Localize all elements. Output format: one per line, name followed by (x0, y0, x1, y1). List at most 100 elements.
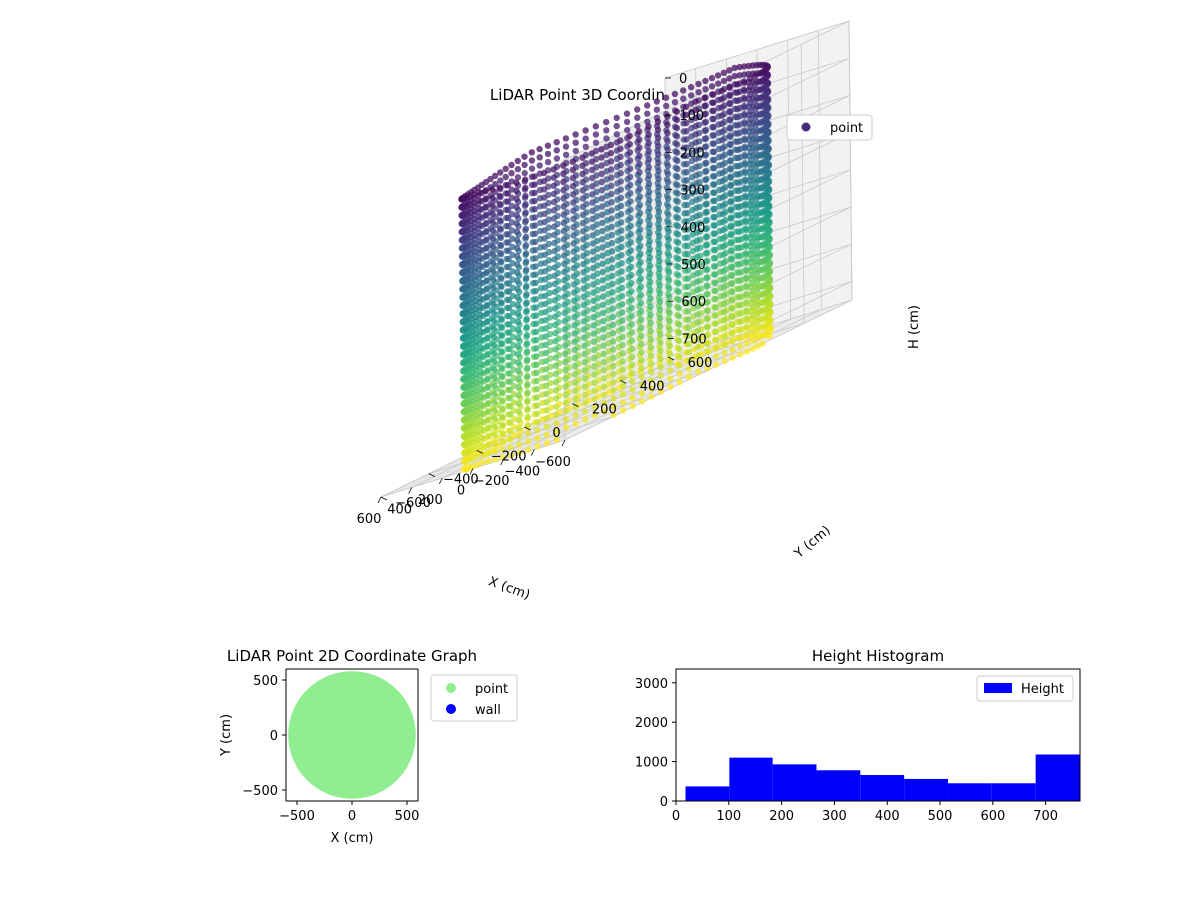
plot3d-point (629, 386, 636, 393)
plot2d-ytick-label: 500 (253, 674, 278, 689)
plot3d-point (471, 216, 478, 223)
plot3d-point (610, 387, 617, 394)
plot3d-point (483, 327, 491, 334)
plot3d-point (656, 249, 663, 256)
plot3d-point (483, 253, 490, 260)
plot3d-point (581, 383, 589, 390)
plot3d-point (753, 171, 760, 178)
plot3d-point (720, 292, 728, 299)
plot3d-point (684, 201, 691, 209)
plot2d-title: LiDAR Point 2D Coordinate Graph (227, 647, 477, 665)
plot3d-point (489, 235, 496, 242)
plot3d-point (541, 218, 548, 226)
plot3d-xtick-label: 400 (387, 503, 412, 518)
plot3d-point (715, 80, 722, 87)
plot3d-point (477, 287, 484, 294)
plot3d-point (551, 297, 559, 304)
plot3d-point (498, 331, 505, 339)
plot3d-point (719, 194, 727, 201)
plot3d-point (572, 395, 579, 403)
plot3d-point (580, 310, 588, 317)
plot3d-point (478, 393, 485, 401)
plot3d-point (506, 353, 513, 361)
plot3d-point (627, 206, 634, 213)
plot3d-point (666, 326, 673, 333)
plot3d-point (718, 87, 725, 95)
plot3d-point (561, 277, 568, 284)
plot3d-point (515, 433, 523, 440)
plot3d-point (513, 187, 520, 194)
plot3d-point (656, 274, 663, 281)
plot3d-xtick-mark (438, 477, 443, 485)
plot3d-point (505, 263, 512, 271)
plot3d-grid-y (848, 20, 853, 301)
plot3d-point (674, 174, 681, 181)
plot3d-point (473, 445, 481, 452)
plot3d-point (728, 289, 736, 296)
plot3d-point (524, 413, 532, 421)
plot3d-point (710, 115, 717, 123)
plot3d-point (498, 348, 505, 355)
plot3d-point (592, 131, 600, 138)
plot3d-point (746, 75, 754, 82)
plot3d-point (684, 259, 691, 266)
plot3d-point (638, 357, 645, 364)
plot3d-point (533, 353, 540, 360)
plot3d-point (743, 348, 751, 355)
plot3d-point (528, 157, 536, 164)
plot3d-point (736, 269, 743, 276)
hist-bar (816, 770, 861, 801)
plot3d-point (571, 305, 578, 313)
plot3d-point (507, 435, 514, 443)
plot3d-point (473, 387, 480, 395)
plot3d-point (532, 271, 539, 278)
plot3d-point (608, 231, 616, 239)
plot3d-point (483, 294, 490, 301)
plot3d-point (489, 210, 496, 218)
plot3d-point (523, 258, 530, 265)
plot3d-point (482, 245, 490, 252)
plot3d-point (514, 318, 522, 325)
plot3d-point (675, 272, 682, 279)
plot3d-point (491, 366, 498, 373)
plot3d-point (626, 173, 634, 180)
plot3d-ytick-mark (667, 356, 675, 361)
plot3d-ztick-label: 600 (681, 295, 706, 310)
plot3d-point (647, 319, 654, 327)
plot3d-point (504, 182, 511, 189)
plot3d-point (666, 350, 674, 358)
plot3d-point (734, 105, 741, 113)
plot3d-ticks: −600−400−2000200400600−600−400−200020040… (357, 72, 713, 527)
plot3d-ztick-label: 0 (679, 72, 687, 87)
plot3d-point (619, 382, 627, 390)
plot3d-point (728, 248, 735, 255)
plot3d-point (598, 162, 605, 169)
plot3d-point (748, 230, 755, 238)
plot3d-point (619, 317, 626, 324)
plot3d-point (712, 279, 719, 286)
plot3d-point (561, 317, 569, 325)
plot3d-point (754, 342, 762, 350)
plot3d-point (703, 274, 710, 282)
plot3d-point (726, 117, 734, 124)
plot3d-point (692, 155, 700, 163)
plot3d-point (637, 267, 644, 274)
plot3d-point (657, 339, 664, 346)
plot3d-point (734, 114, 741, 121)
plot3d-point (491, 407, 498, 414)
plot3d-point (483, 269, 490, 277)
plot3d-point (534, 435, 541, 442)
plot3d-point (617, 170, 624, 177)
plot3d-point (553, 147, 560, 154)
plot3d-point (590, 346, 598, 354)
plot3d-point (685, 308, 692, 315)
plot3d-xlabel: X (cm) (486, 574, 532, 603)
plot3d-point (728, 280, 735, 288)
plot3d-point (702, 184, 709, 192)
plot3d-point (741, 184, 749, 191)
plot3d-point (754, 277, 761, 284)
plot3d-point (627, 230, 634, 238)
plot3d-point (666, 334, 673, 341)
plot3d-point (592, 139, 600, 146)
plot3d-point (491, 374, 498, 381)
